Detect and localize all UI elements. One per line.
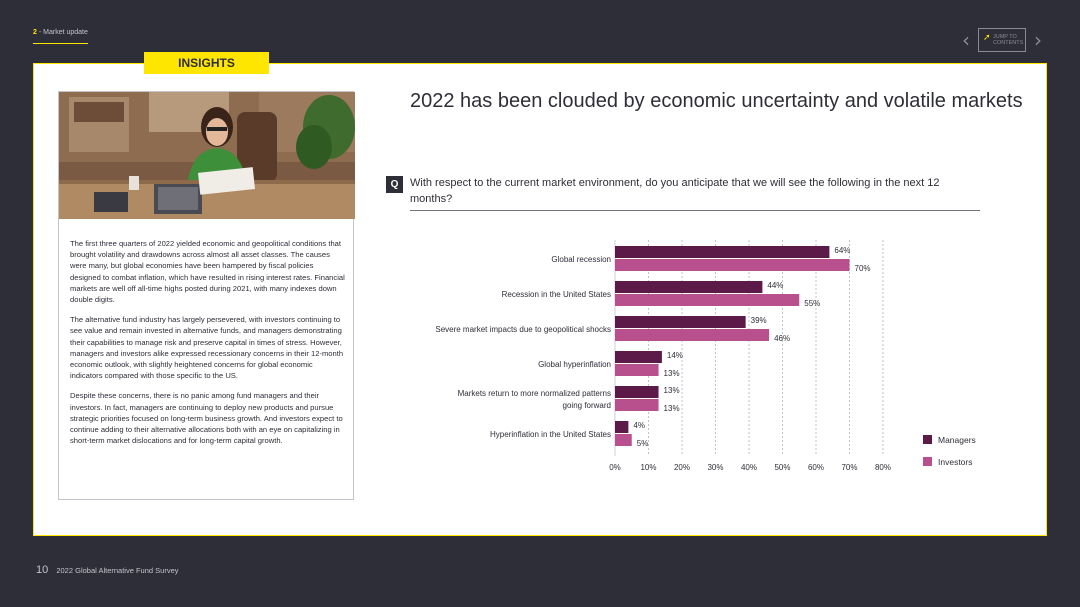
category-label: Recession in the United States (502, 290, 611, 299)
question-badge: Q (386, 176, 403, 193)
data-label: 55% (804, 299, 820, 308)
x-tick-label: 40% (741, 463, 757, 472)
section-number: 2 (33, 29, 37, 36)
legend-label: Investors (938, 457, 973, 467)
page-title: 2022 has been clouded by economic uncert… (410, 90, 1023, 112)
breadcrumb-underline (33, 43, 88, 44)
arrow-icon: ➚ (983, 33, 991, 43)
bar-investors (615, 434, 632, 446)
data-label: 13% (664, 369, 680, 378)
jump-label-line1: JUMP TO (993, 34, 1017, 40)
bar-managers (615, 281, 763, 293)
bar-managers (615, 386, 659, 398)
page-number: 10 (36, 564, 49, 576)
category-label: Hyperinflation in the United States (490, 430, 611, 439)
x-tick-label: 0% (609, 463, 621, 472)
body-text: The first three quarters of 2022 yielded… (70, 238, 345, 455)
bar-investors (615, 259, 850, 271)
bar-managers (615, 246, 830, 258)
insights-tag: INSIGHTS (144, 52, 269, 74)
data-label: 46% (774, 334, 790, 343)
legend-swatch-investors (923, 457, 932, 466)
data-label: 13% (664, 404, 680, 413)
bar-chart: 0% 10% 20% 30% 40% 50% 60% 70% 80% Global recessi… (435, 240, 976, 472)
breadcrumb[interactable]: 2 - Market update (33, 29, 88, 36)
data-label: 70% (855, 264, 871, 273)
x-tick-label: 70% (841, 463, 857, 472)
office-photo (59, 92, 355, 219)
data-label: 44% (767, 281, 783, 290)
paragraph-2: The alternative fund industry has largel… (70, 315, 344, 381)
bar-investors (615, 399, 659, 411)
data-label: 14% (667, 351, 683, 360)
footer-title: 2022 Global Alternative Fund Survey (56, 566, 179, 575)
category-label: Markets return to more normalized patter… (458, 389, 611, 398)
x-tick-label: 50% (774, 463, 790, 472)
category-label: Severe market impacts due to geopolitica… (435, 325, 611, 334)
data-label: 5% (637, 439, 649, 448)
footer: 10 2022 Global Alternative Fund Survey (36, 564, 179, 576)
x-tick-label: 80% (875, 463, 891, 472)
data-label: 4% (633, 421, 645, 430)
x-tick-label: 10% (640, 463, 656, 472)
survey-question: With respect to the current market envir… (410, 177, 940, 205)
question-divider (410, 210, 980, 211)
chevron-right-icon[interactable]: › (1034, 28, 1042, 52)
category-label: going forward (563, 401, 611, 410)
data-label: 64% (834, 246, 850, 255)
paragraph-1: The first three quarters of 2022 yielded… (70, 239, 345, 305)
bar-investors (615, 294, 800, 306)
jump-to-contents-button[interactable]: ➚ JUMP TO CONTENTS (978, 28, 1026, 52)
jump-label-line2: CONTENTS (993, 40, 1024, 46)
section-title: - Market update (38, 29, 88, 36)
bar-managers (615, 316, 746, 328)
data-label: 13% (664, 386, 680, 395)
category-label: Global recession (551, 255, 611, 264)
x-tick-label: 60% (808, 463, 824, 472)
legend-swatch-managers (923, 435, 932, 444)
category-label: Global hyperinflation (538, 360, 611, 369)
x-tick-label: 30% (707, 463, 723, 472)
legend-label: Managers (938, 435, 976, 445)
chevron-left-icon[interactable]: ‹ (962, 28, 970, 52)
bar-managers (615, 421, 629, 433)
x-tick-label: 20% (674, 463, 690, 472)
data-label: 39% (751, 316, 767, 325)
left-column: The first three quarters of 2022 yielded… (58, 91, 355, 500)
bar-investors (615, 364, 659, 376)
bar-managers (615, 351, 662, 363)
paragraph-3: Despite these concerns, there is no pani… (70, 391, 343, 446)
page-navigation: ‹ ➚ JUMP TO CONTENTS › (962, 28, 1042, 52)
bar-investors (615, 329, 770, 341)
